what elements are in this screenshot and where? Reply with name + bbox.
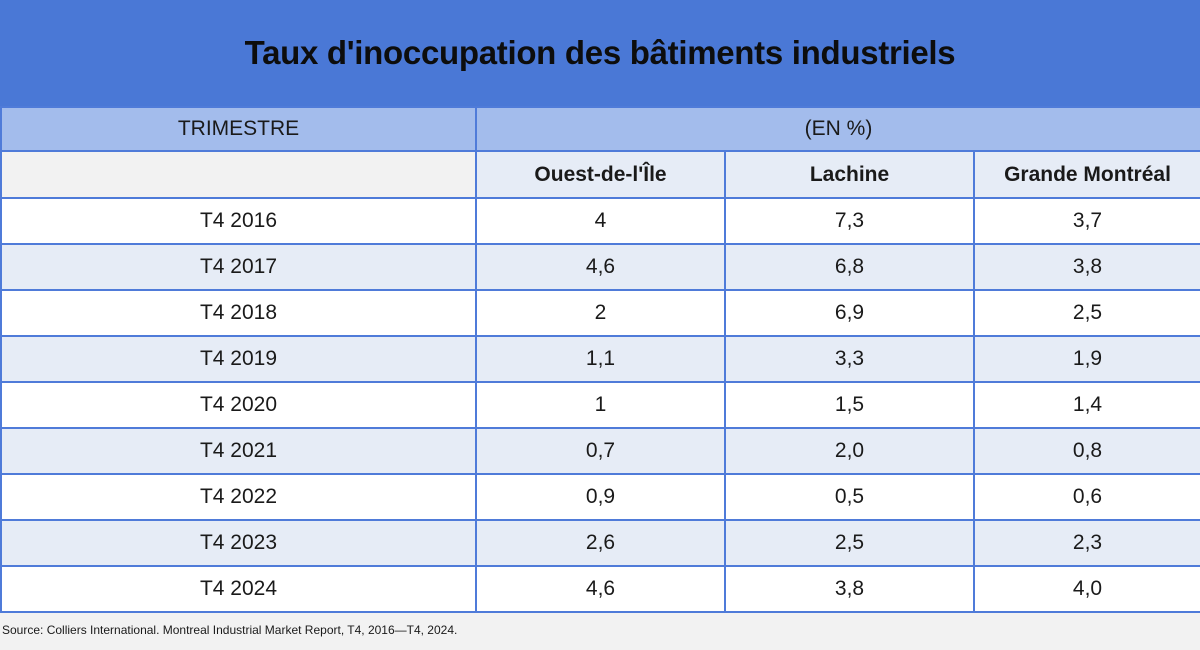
vacancy-table: TRIMESTRE (EN %) Ouest-de-l'Île Lachine … [0, 106, 1200, 613]
period-header: TRIMESTRE [0, 106, 477, 152]
value-cell: 1,5 [724, 381, 975, 429]
value-cell: 1,4 [972, 381, 1200, 429]
value-cell: 2,0 [724, 427, 975, 475]
table-row: T4 2024 4,6 3,8 4,0 [0, 565, 1200, 613]
period-cell: T4 2021 [0, 427, 477, 475]
value-cell: 4 [475, 197, 726, 245]
table-row: T4 2023 2,6 2,5 2,3 [0, 519, 1200, 567]
period-cell: T4 2020 [0, 381, 477, 429]
period-cell: T4 2023 [0, 519, 477, 567]
title-bar: Taux d'inoccupation des bâtiments indust… [0, 0, 1200, 106]
value-cell: 0,9 [475, 473, 726, 521]
period-cell: T4 2016 [0, 197, 477, 245]
value-cell: 7,3 [724, 197, 975, 245]
value-cell: 4,6 [475, 243, 726, 291]
value-cell: 4,6 [475, 565, 726, 613]
column-header-grande-montreal: Grande Montréal [972, 150, 1200, 199]
table-title: Taux d'inoccupation des bâtiments indust… [244, 34, 956, 71]
table-row: T4 2022 0,9 0,5 0,6 [0, 473, 1200, 521]
value-cell: 2,6 [475, 519, 726, 567]
table-row: T4 2019 1,1 3,3 1,9 [0, 335, 1200, 383]
header-row-top: TRIMESTRE (EN %) [0, 106, 1200, 152]
table-row: T4 2016 4 7,3 3,7 [0, 197, 1200, 245]
unit-header: (EN %) [474, 106, 1200, 152]
table-row: T4 2017 4,6 6,8 3,8 [0, 243, 1200, 291]
period-cell: T4 2024 [0, 565, 477, 613]
empty-header-cell [0, 150, 477, 199]
column-header-lachine: Lachine [724, 150, 975, 199]
table-row: T4 2020 1 1,5 1,4 [0, 381, 1200, 429]
value-cell: 2,5 [724, 519, 975, 567]
value-cell: 0,8 [972, 427, 1200, 475]
value-cell: 0,6 [972, 473, 1200, 521]
value-cell: 2,5 [972, 289, 1200, 337]
period-cell: T4 2022 [0, 473, 477, 521]
header-row-columns: Ouest-de-l'Île Lachine Grande Montréal [0, 150, 1200, 199]
period-cell: T4 2017 [0, 243, 477, 291]
value-cell: 2 [475, 289, 726, 337]
value-cell: 4,0 [972, 565, 1200, 613]
value-cell: 3,8 [724, 565, 975, 613]
value-cell: 3,3 [724, 335, 975, 383]
table-body: TRIMESTRE (EN %) Ouest-de-l'Île Lachine … [0, 106, 1200, 613]
value-cell: 1,1 [475, 335, 726, 383]
source-note: Source: Colliers International. Montreal… [2, 623, 458, 637]
value-cell: 6,9 [724, 289, 975, 337]
value-cell: 3,8 [972, 243, 1200, 291]
table-row: T4 2021 0,7 2,0 0,8 [0, 427, 1200, 475]
period-cell: T4 2019 [0, 335, 477, 383]
value-cell: 3,7 [972, 197, 1200, 245]
value-cell: 1 [475, 381, 726, 429]
table-row: T4 2018 2 6,9 2,5 [0, 289, 1200, 337]
value-cell: 0,5 [724, 473, 975, 521]
value-cell: 0,7 [475, 427, 726, 475]
value-cell: 1,9 [972, 335, 1200, 383]
value-cell: 2,3 [972, 519, 1200, 567]
period-cell: T4 2018 [0, 289, 477, 337]
column-header-ouest-de-lile: Ouest-de-l'Île [475, 150, 726, 199]
value-cell: 6,8 [724, 243, 975, 291]
